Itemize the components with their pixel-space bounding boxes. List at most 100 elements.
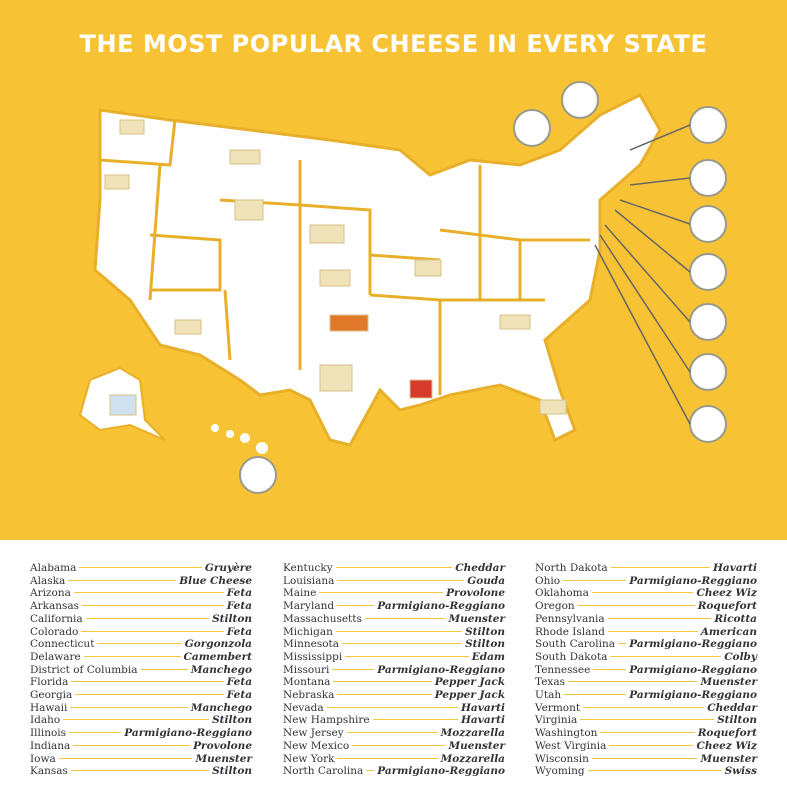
list-row: Georgia Feta — [30, 689, 252, 702]
list-row: Arizona Feta — [30, 587, 252, 600]
leader-line — [337, 605, 375, 607]
list-row: Missouri Parmigiano-Reggiano — [283, 664, 505, 677]
leader-line — [79, 567, 202, 568]
cheese-name: Roquefort — [697, 727, 757, 740]
list-row: Pennsylvania Ricotta — [535, 613, 757, 626]
cheese-name: Cheddar — [455, 562, 505, 574]
list-row: Ohio Parmigiano-Reggiano — [535, 575, 757, 588]
cheese-name: Muenster — [195, 752, 252, 765]
cheese-name: Stilton — [212, 612, 252, 625]
state-name: Arkansas — [30, 600, 80, 613]
cheese-icons — [239, 81, 727, 494]
cheese-name: Colby — [724, 650, 757, 663]
list-row: Kentucky Cheddar — [283, 562, 505, 575]
state-name: Iowa — [30, 752, 56, 765]
leader-line — [58, 757, 193, 759]
state-name: Montana — [283, 676, 331, 689]
list-row: Virginia Stilton — [535, 714, 757, 727]
state-name: Oklahoma — [535, 587, 589, 600]
leader-line — [85, 617, 210, 619]
cheese-name: Provolone — [193, 739, 252, 752]
list-row: Illinois Parmigiano-Reggiano — [30, 727, 252, 740]
state-name: Louisiana — [283, 574, 335, 587]
leader-line — [617, 643, 627, 645]
cheese-name: Stilton — [465, 625, 505, 638]
state-name: Arizona — [30, 587, 71, 600]
state-name: District of Columbia — [30, 663, 138, 676]
cheese-name: Swiss — [724, 765, 757, 778]
cheese-name: Havarti — [713, 562, 757, 574]
cheese-name: Manchego — [190, 663, 252, 676]
leader-line — [577, 605, 695, 607]
cheese-name: Cheez Wiz — [696, 587, 757, 600]
list-row: Oregon Roquefort — [535, 600, 757, 613]
cheese-name: Cheez Wiz — [696, 739, 757, 752]
leader-line — [333, 681, 432, 683]
leader-line — [97, 643, 182, 645]
cheese-name: Parmigiano-Reggiano — [377, 663, 505, 676]
state-name: Kansas — [30, 765, 68, 778]
list-row: New Hampshire Havarti — [283, 714, 505, 727]
cheese-name: Mozzarella — [440, 727, 505, 740]
leader-line — [73, 744, 191, 746]
cheese-name: Provolone — [446, 587, 505, 600]
state-name: Nevada — [283, 701, 324, 714]
state-name: Minnesota — [283, 638, 340, 651]
list-row: Rhode Island American — [535, 626, 757, 639]
list-row: Oklahoma Cheez Wiz — [535, 587, 757, 600]
leader-line — [563, 579, 627, 581]
list-row: Arkansas Feta — [30, 600, 252, 613]
cheese-name: Blue Cheese — [179, 574, 252, 587]
cheese-name: Parmigiano-Reggiano — [377, 765, 505, 778]
list-row: New Mexico Muenster — [283, 740, 505, 753]
list-row: Idaho Stilton — [30, 714, 252, 727]
leader-line — [364, 617, 446, 619]
list-row: Washington Roquefort — [535, 727, 757, 740]
leader-line — [372, 719, 458, 721]
leader-line — [63, 719, 210, 721]
state-name: Connecticut — [30, 638, 95, 651]
leader-line — [332, 668, 375, 670]
list-row: Vermont Cheddar — [535, 702, 757, 715]
cheese-name: Gorgonzola — [184, 638, 252, 651]
state-name: Idaho — [30, 714, 61, 727]
us-map — [93, 93, 662, 447]
cheese-name: Manchego — [190, 701, 252, 714]
list-row: Texas Muenster — [535, 676, 757, 689]
state-name: New Jersey — [283, 727, 344, 740]
state-name: New Hampshire — [283, 714, 370, 727]
state-name: Alabama — [30, 562, 77, 574]
state-name: Pennsylvania — [535, 612, 605, 625]
list-row: North Carolina Parmigiano-Reggiano — [283, 765, 505, 778]
cheese-name: Feta — [226, 625, 252, 638]
state-cheese-list: Alabama Gruyère Alaska Blue Cheese Arizona Fe… — [0, 562, 787, 792]
list-row: Utah Parmigiano-Reggiano — [535, 689, 757, 702]
cheese-name: Mozzarella — [440, 752, 505, 765]
leader-line — [73, 592, 224, 594]
cheese-name: Parmigiano-Reggiano — [629, 663, 757, 676]
leader-lines — [594, 124, 691, 425]
state-name: Ohio — [535, 574, 561, 587]
cheese-name: Feta — [226, 600, 252, 613]
leader-line — [335, 567, 453, 568]
cheese-name: Muenster — [448, 739, 505, 752]
state-name: Florida — [30, 676, 69, 689]
cheese-name: Parmigiano-Reggiano — [629, 574, 757, 587]
state-name: Georgia — [30, 689, 73, 701]
cheese-name: Roquefort — [697, 600, 757, 613]
cheese-name: Havarti — [461, 714, 505, 727]
list-row: North Dakota Havarti — [535, 562, 757, 575]
cheese-name: Pepper Jack — [434, 676, 505, 689]
state-name: California — [30, 612, 83, 625]
leader-line — [583, 706, 705, 708]
list-row: Nevada Havarti — [283, 702, 505, 715]
state-name: New Mexico — [283, 739, 350, 752]
state-name: North Dakota — [535, 562, 608, 574]
state-name: Michigan — [283, 625, 333, 638]
state-name: South Carolina — [535, 638, 615, 651]
state-name: North Carolina — [283, 765, 364, 778]
state-name: Tennessee — [535, 663, 591, 676]
state-name: Texas — [535, 676, 565, 689]
cheese-name: Havarti — [461, 701, 505, 714]
state-name: Washington — [535, 727, 598, 740]
